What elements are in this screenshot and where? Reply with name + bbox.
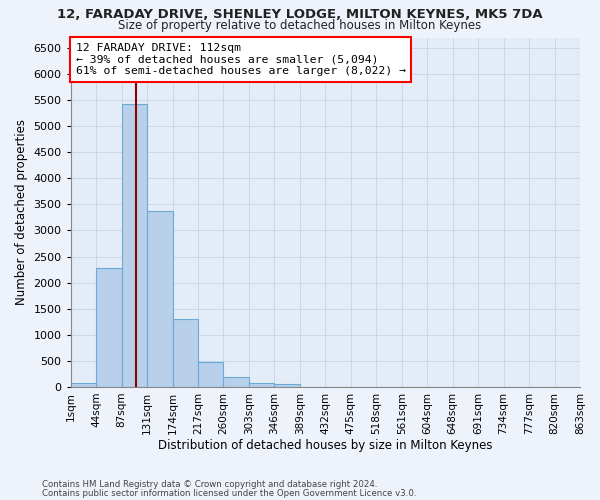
Bar [223, 378, 249, 387]
Bar [249, 382, 274, 387]
Text: Contains HM Land Registry data © Crown copyright and database right 2024.: Contains HM Land Registry data © Crown c… [42, 480, 377, 489]
Bar [122, 104, 147, 387]
Text: 12, FARADAY DRIVE, SHENLEY LODGE, MILTON KEYNES, MK5 7DA: 12, FARADAY DRIVE, SHENLEY LODGE, MILTON… [57, 8, 543, 20]
Bar [96, 268, 122, 387]
Text: 12 FARADAY DRIVE: 112sqm
← 39% of detached houses are smaller (5,094)
61% of sem: 12 FARADAY DRIVE: 112sqm ← 39% of detach… [76, 42, 406, 76]
Bar [274, 384, 300, 387]
X-axis label: Distribution of detached houses by size in Milton Keynes: Distribution of detached houses by size … [158, 440, 493, 452]
Bar [147, 210, 173, 387]
Text: Contains public sector information licensed under the Open Government Licence v3: Contains public sector information licen… [42, 488, 416, 498]
Y-axis label: Number of detached properties: Number of detached properties [15, 119, 28, 305]
Bar [173, 318, 198, 387]
Bar [198, 362, 223, 387]
Text: Size of property relative to detached houses in Milton Keynes: Size of property relative to detached ho… [118, 19, 482, 32]
Bar [71, 383, 96, 387]
